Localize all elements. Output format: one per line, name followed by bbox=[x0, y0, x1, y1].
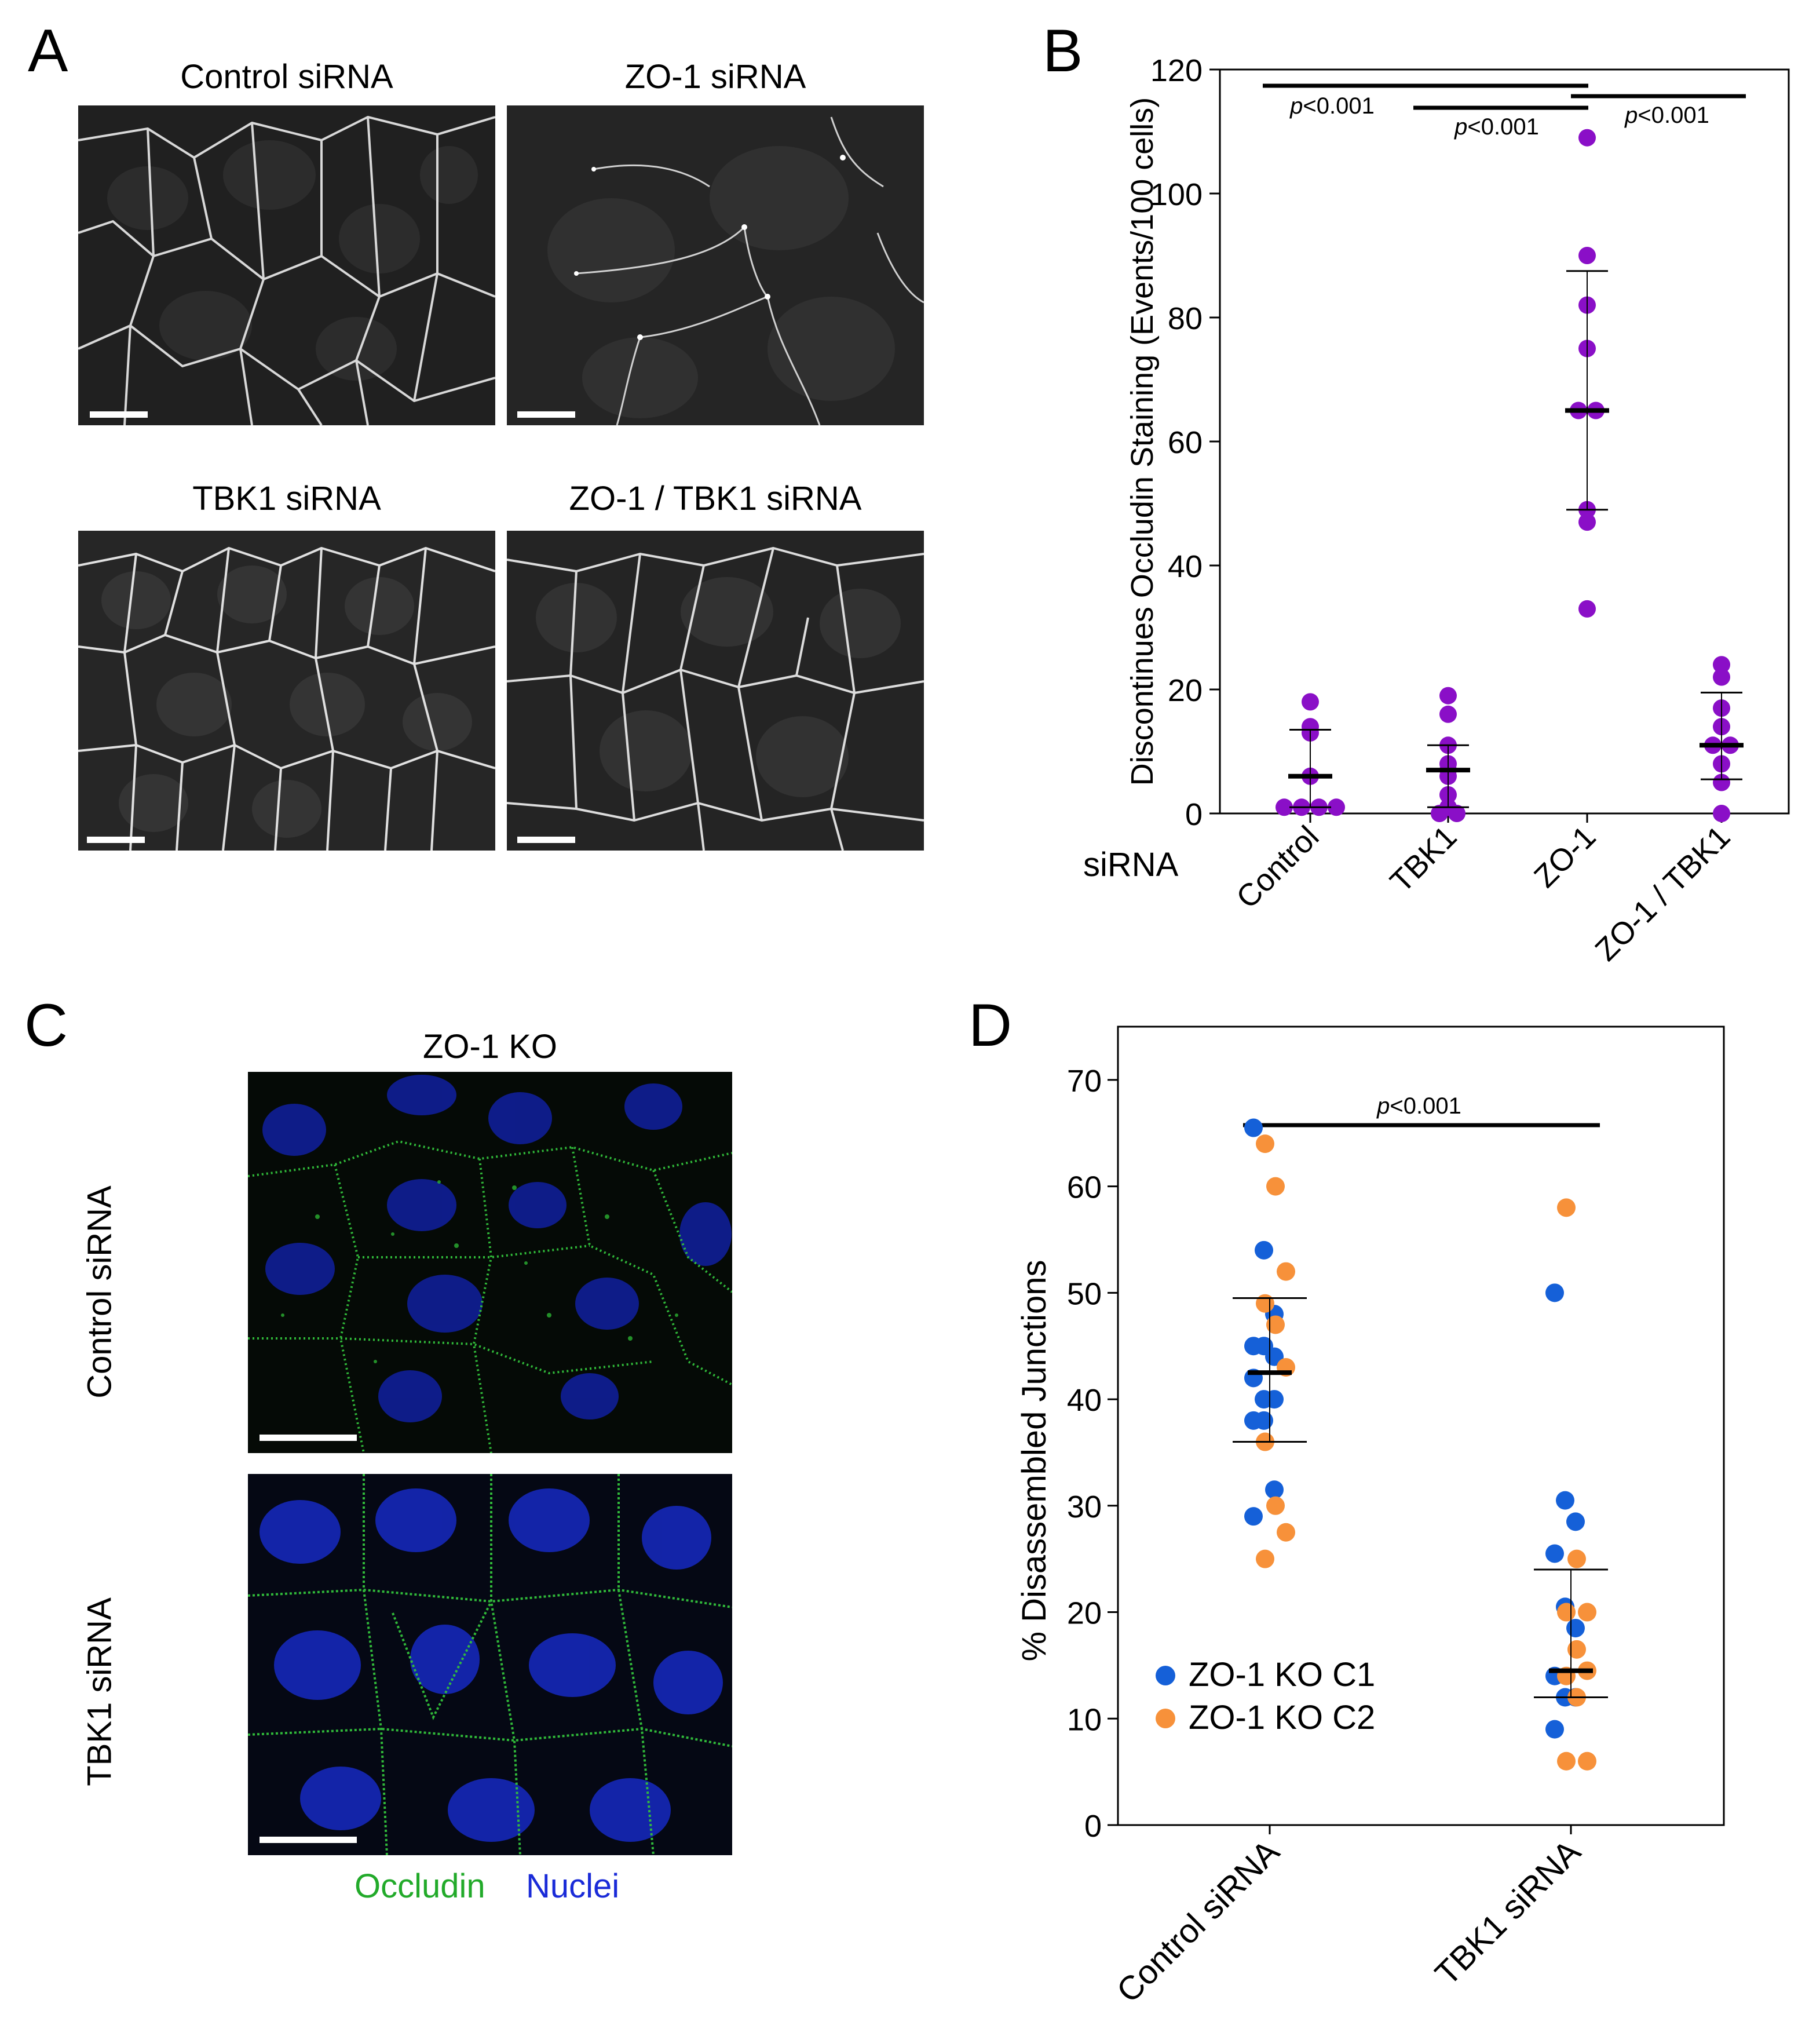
scale-bar bbox=[517, 411, 575, 418]
y-tick-label: 120 bbox=[1150, 53, 1203, 88]
y-tick-label: 60 bbox=[1067, 1170, 1102, 1205]
chart-b: 0 20 40 60 80 100 120 Discontinues Occludin Sta… bbox=[1083, 53, 1790, 968]
micrograph-zo1-ko-control bbox=[248, 1072, 732, 1453]
data-point bbox=[1277, 1262, 1295, 1281]
data-point bbox=[1256, 1134, 1274, 1154]
panel-letter-c: C bbox=[24, 992, 68, 1059]
data-point bbox=[1545, 1544, 1564, 1563]
y-tick-label: 30 bbox=[1067, 1490, 1102, 1524]
scale-bar bbox=[260, 1435, 357, 1441]
legend-label: ZO-1 KO C1 bbox=[1189, 1656, 1375, 1694]
y-tick-label: 10 bbox=[1067, 1702, 1102, 1737]
data-point bbox=[1545, 1283, 1564, 1302]
y-tick-label: 100 bbox=[1150, 177, 1203, 212]
y-tick-label: 50 bbox=[1067, 1276, 1102, 1311]
y-tick-label: 40 bbox=[1067, 1383, 1102, 1418]
legend-marker bbox=[1156, 1709, 1175, 1728]
data-point bbox=[1557, 1198, 1576, 1217]
significance-label: p<0.001 bbox=[1289, 93, 1375, 119]
data-point bbox=[1266, 1315, 1285, 1334]
panel-a-title-zo1: ZO-1 siRNA bbox=[624, 58, 806, 96]
data-point bbox=[1266, 1177, 1285, 1196]
data-point bbox=[1566, 1512, 1585, 1531]
scale-bar bbox=[90, 411, 148, 418]
data-point bbox=[1328, 798, 1345, 816]
stain-legend-occludin: Occludin bbox=[355, 1867, 485, 1905]
data-point bbox=[1256, 1549, 1274, 1568]
micrograph-control-sirna bbox=[78, 105, 495, 425]
y-tick-label: 40 bbox=[1168, 549, 1203, 584]
data-point bbox=[1439, 687, 1457, 705]
data-point bbox=[1578, 600, 1596, 618]
y-tick-label: 0 bbox=[1185, 797, 1203, 832]
data-point bbox=[1578, 513, 1596, 531]
y-axis-label: % Disassembled Junctions bbox=[1015, 1260, 1053, 1661]
data-point bbox=[1713, 805, 1730, 822]
scale-bar bbox=[87, 837, 145, 843]
y-tick-label: 20 bbox=[1168, 673, 1203, 708]
scale-bar bbox=[517, 837, 575, 843]
data-point bbox=[1265, 1480, 1284, 1499]
panel-letter-d: D bbox=[969, 992, 1013, 1059]
data-point bbox=[1302, 693, 1319, 711]
chart-d-frame bbox=[1117, 1026, 1725, 1826]
panel-c-title: ZO-1 KO bbox=[422, 1028, 558, 1065]
data-point bbox=[1578, 247, 1596, 264]
panel-a-title-control: Control siRNA bbox=[180, 58, 393, 96]
data-point bbox=[1713, 668, 1730, 686]
data-point bbox=[1255, 1240, 1273, 1260]
y-tick-label: 0 bbox=[1084, 1809, 1102, 1844]
significance-label: p<0.001 bbox=[1376, 1093, 1461, 1119]
y-axis-label: Discontinues Occludin Staining (Events/1… bbox=[1125, 97, 1160, 786]
data-point bbox=[1265, 1390, 1284, 1409]
panel-a-title-tbk1: TBK1 siRNA bbox=[192, 480, 381, 517]
micrograph-tbk1-sirna bbox=[78, 531, 495, 851]
data-point bbox=[1566, 1619, 1585, 1638]
panel-letter-b: B bbox=[1043, 17, 1083, 85]
data-point bbox=[1557, 1603, 1576, 1622]
data-point bbox=[1266, 1496, 1285, 1515]
data-point bbox=[1244, 1507, 1263, 1526]
data-point bbox=[1578, 1603, 1596, 1622]
data-point bbox=[1439, 705, 1457, 723]
significance-label: p<0.001 bbox=[1454, 114, 1539, 140]
data-point bbox=[1578, 129, 1596, 147]
x-tick-label: Control siRNA bbox=[1109, 1833, 1287, 2010]
significance-label: p<0.001 bbox=[1624, 103, 1709, 128]
data-point bbox=[1713, 773, 1730, 791]
data-point bbox=[1244, 1118, 1263, 1137]
data-point bbox=[1557, 1751, 1576, 1771]
stain-legend-nuclei: Nuclei bbox=[526, 1867, 620, 1905]
data-point bbox=[1567, 1549, 1586, 1568]
panel-letter-a: A bbox=[28, 17, 68, 85]
data-point bbox=[1277, 1523, 1295, 1542]
y-tick-label: 60 bbox=[1168, 425, 1203, 460]
scale-bar bbox=[260, 1837, 357, 1843]
data-point bbox=[1545, 1720, 1564, 1739]
legend-label: ZO-1 KO C2 bbox=[1189, 1699, 1375, 1736]
data-point bbox=[1255, 1411, 1273, 1430]
data-point bbox=[1276, 798, 1293, 816]
micrograph-zo1-ko-tbk1 bbox=[248, 1474, 732, 1855]
micrograph-zo1-tbk1-sirna bbox=[507, 531, 924, 851]
legend-marker bbox=[1156, 1666, 1175, 1685]
y-tick-label: 80 bbox=[1168, 301, 1203, 336]
data-point bbox=[1556, 1491, 1574, 1510]
data-point bbox=[1448, 805, 1465, 822]
micrograph-zo1-sirna bbox=[507, 105, 924, 425]
x-axis-prefix: siRNA bbox=[1083, 846, 1179, 884]
x-tick-label: TBK1 siRNA bbox=[1428, 1833, 1588, 1992]
panel-a-title-zo1-tbk1: ZO-1 / TBK1 siRNA bbox=[569, 480, 862, 517]
y-tick-label: 20 bbox=[1067, 1596, 1102, 1631]
data-point bbox=[1713, 656, 1730, 674]
data-point bbox=[1256, 1294, 1274, 1313]
data-point bbox=[1567, 1640, 1586, 1659]
data-point bbox=[1431, 805, 1448, 822]
data-point bbox=[1578, 1751, 1596, 1771]
y-tick-label: 70 bbox=[1067, 1064, 1102, 1099]
